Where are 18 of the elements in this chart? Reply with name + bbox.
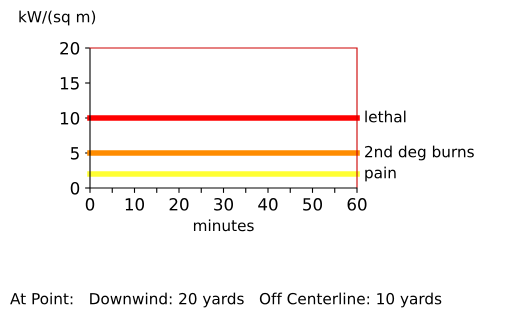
x-tick-label: 20 <box>170 198 188 211</box>
series-label: pain <box>365 166 396 182</box>
text: At Point: Downwind: 20 yards Off Centerline: 10 yards <box>10 292 442 308</box>
y-tick-label: 5 <box>70 147 79 160</box>
series-label: lethal <box>365 110 406 122</box>
x-tick-label: 10 <box>126 198 144 211</box>
x-tick-label: 60 <box>348 198 366 211</box>
series-label: 2nd deg burns <box>365 146 474 160</box>
y-axis-title: kW/(sq m) <box>19 10 96 26</box>
x-tick-label: 30 <box>214 198 233 211</box>
y-tick-label: 0 <box>70 182 80 195</box>
x-axis-title: minutes <box>194 219 254 232</box>
x-tick-label: 0 <box>86 198 94 211</box>
x-tick-label: 50 <box>303 198 322 211</box>
y-tick-label: 15 <box>60 77 79 90</box>
x-tick-label: 40 <box>258 198 278 211</box>
y-tick-label: 20 <box>60 42 80 55</box>
y-tick-label: 10 <box>60 112 80 125</box>
